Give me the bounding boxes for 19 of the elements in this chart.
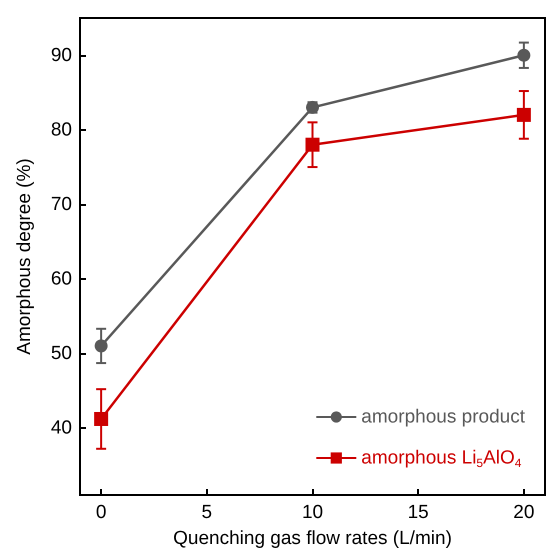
x-tick-label: 5: [202, 502, 212, 523]
y-tick-label: 40: [50, 417, 72, 438]
x-tick-label: 10: [302, 502, 324, 523]
point: [94, 339, 108, 352]
legend-label: amorphous product: [361, 406, 526, 428]
x-tick-label: 20: [513, 502, 534, 523]
x-tick-label: 15: [408, 502, 429, 523]
y-tick-label: 50: [50, 342, 72, 364]
point: [517, 48, 530, 62]
y-tick-label: 60: [50, 268, 72, 290]
point: [94, 412, 108, 426]
y-tick-label: 70: [50, 194, 72, 215]
y-axis-title: Amorphous degree (%): [14, 158, 35, 355]
x-axis-title: Quenching gas flow rates (L/min): [173, 528, 452, 549]
y-tick-label: 90: [50, 44, 72, 66]
x-tick-label: 0: [96, 502, 106, 523]
y-tick-label: 80: [50, 119, 72, 140]
point: [306, 138, 320, 152]
point: [516, 108, 531, 122]
